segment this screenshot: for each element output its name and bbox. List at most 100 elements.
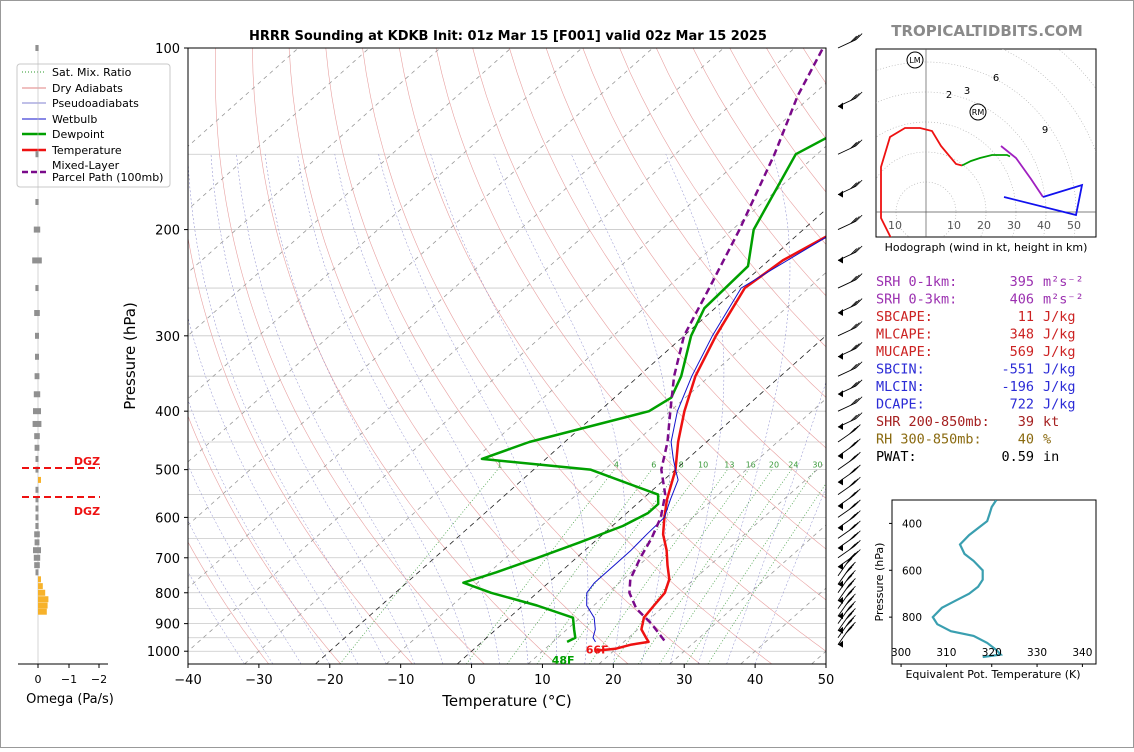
storm-motion-left-label: LM: [909, 56, 920, 65]
x-tick-label: 10: [534, 673, 551, 688]
omega-tick-label: −1: [61, 673, 77, 686]
theta-e-x-tick-label: 320: [982, 647, 1002, 659]
index-label: PWAT:: [876, 449, 917, 465]
profile-mixed-layer-parcel-path-100mb-: [628, 48, 825, 642]
omega-bar: [34, 562, 40, 569]
wind-barb: [837, 379, 863, 398]
index-row: MLCAPE: 348 J/kg: [876, 327, 1076, 343]
surface-temperature-label: 66F: [586, 644, 609, 657]
watermark-text: TROPICALTIDBITS.COM: [891, 22, 1083, 40]
wind-barb: [837, 464, 861, 486]
dry-adiabat: [619, 48, 826, 348]
index-label: RH 300-850mb:: [876, 432, 982, 448]
skewt-plot-frame: [187, 47, 827, 665]
pseudoadiabat: [334, 154, 529, 664]
omega-bar: [35, 522, 39, 529]
mixing-ratio-label: 10: [698, 461, 708, 470]
index-unit: J/kg: [1043, 309, 1076, 325]
index-row: SHR 200-850mb: 39 kt: [876, 414, 1059, 430]
isotherm: [188, 48, 441, 274]
legend-label-parcel-1: Mixed-Layer: [52, 159, 120, 172]
omega-bar: [35, 45, 39, 51]
index-unit: J/kg: [1043, 379, 1076, 395]
index-value: 406: [1010, 292, 1034, 308]
index-row: MLCIN: -196 J/kg: [876, 379, 1076, 395]
isotherm: [456, 335, 826, 664]
omega-bar: [38, 596, 49, 603]
isotherm: [188, 48, 583, 400]
legend-label-temperature: Temperature: [51, 144, 122, 157]
isotherm: [669, 524, 826, 664]
index-label: SRH 0-3km:: [876, 292, 957, 308]
mixing-ratio-label: 13: [724, 461, 734, 470]
hodograph-segment: [1000, 145, 1044, 198]
isotherm: [244, 145, 826, 664]
hodograph-caption: Hodograph (wind in kt, height in km): [885, 241, 1088, 254]
wind-barb: [837, 245, 863, 264]
wind-barb: [837, 499, 861, 518]
mixing-ratio-line: [638, 469, 773, 664]
omega-bar: [33, 226, 41, 233]
chart-title: HRRR Sounding at KDKB Init: 01z Mar 15 […: [249, 29, 767, 44]
pseudoadiabat: [378, 154, 557, 664]
theta-e-frame: [891, 499, 1097, 665]
x-tick-label: 40: [747, 673, 764, 688]
mixing-ratio-line: [339, 469, 498, 664]
mixing-ratio-line: [466, 469, 615, 664]
omega-bar: [35, 455, 39, 462]
isotherm: [315, 208, 826, 664]
x-tick-label: 30: [676, 673, 693, 688]
wind-barb: [837, 179, 863, 198]
mixing-ratio-label: 20: [769, 461, 779, 470]
wind-barb: [837, 214, 863, 230]
hodograph-panel: 2 3 6 9 LM RM 10 10 20 30 40 50: [875, 48, 1097, 238]
omega-bar: [35, 505, 39, 512]
wind-barb: [837, 361, 863, 377]
index-row: SRH 0-3km: 406 m²s⁻²: [876, 292, 1084, 308]
x-tick-label: −30: [245, 673, 272, 688]
index-label: SHR 200-850mb:: [876, 414, 990, 430]
omega-bar: [35, 198, 39, 205]
mixing-ratio-line: [589, 469, 728, 664]
dry-adiabat: [214, 48, 485, 664]
isotherm: [386, 271, 826, 664]
wind-barb: [837, 520, 861, 539]
wind-barb: [837, 530, 861, 552]
wind-barb: [837, 396, 863, 412]
theta-e-x-tick-label: 300: [891, 647, 911, 659]
legend-box: [16, 63, 171, 188]
mixing-ratio-label: 4: [614, 461, 619, 470]
pseudoadiabat: [188, 316, 359, 664]
isotherm: [188, 48, 512, 337]
theta-e-y-tick-label: 800: [902, 612, 922, 624]
legend-label-wetbulb: Wetbulb: [52, 113, 97, 126]
wind-barb: [837, 273, 863, 289]
index-unit: J/kg: [1043, 397, 1076, 413]
index-row: SBCIN: -551 J/kg: [876, 362, 1076, 378]
pseudoadiabat: [697, 154, 791, 664]
hodograph-segment: [1003, 183, 1084, 217]
omega-bar: [35, 514, 39, 521]
omega-bar: [35, 466, 39, 473]
index-row: RH 300-850mb: 40%: [876, 432, 1051, 448]
omega-bar: [33, 547, 41, 554]
legend-label-pseudo: Pseudoadiabats: [52, 97, 139, 110]
y-tick-label: 800: [155, 587, 180, 602]
dry-adiabat: [252, 48, 557, 664]
wind-barb: [837, 438, 861, 460]
mixing-ratio-label: 30: [812, 461, 822, 470]
index-value: 395: [1010, 274, 1034, 290]
index-row: SBCAPE: 11 J/kg: [876, 309, 1076, 325]
mixing-ratio-label: 8: [679, 461, 684, 470]
isotherm: [188, 82, 826, 652]
y-tick-label: 1000: [147, 645, 180, 660]
index-label: SBCIN:: [876, 362, 925, 378]
hodograph-height-label: 2: [946, 90, 952, 101]
pseudoadiabat: [430, 154, 589, 664]
theta-e-x-tick-label: 340: [1072, 647, 1092, 659]
wind-barb: [837, 424, 861, 443]
index-unit: m²s⁻²: [1043, 292, 1084, 308]
pseudoadiabat: [188, 155, 387, 664]
